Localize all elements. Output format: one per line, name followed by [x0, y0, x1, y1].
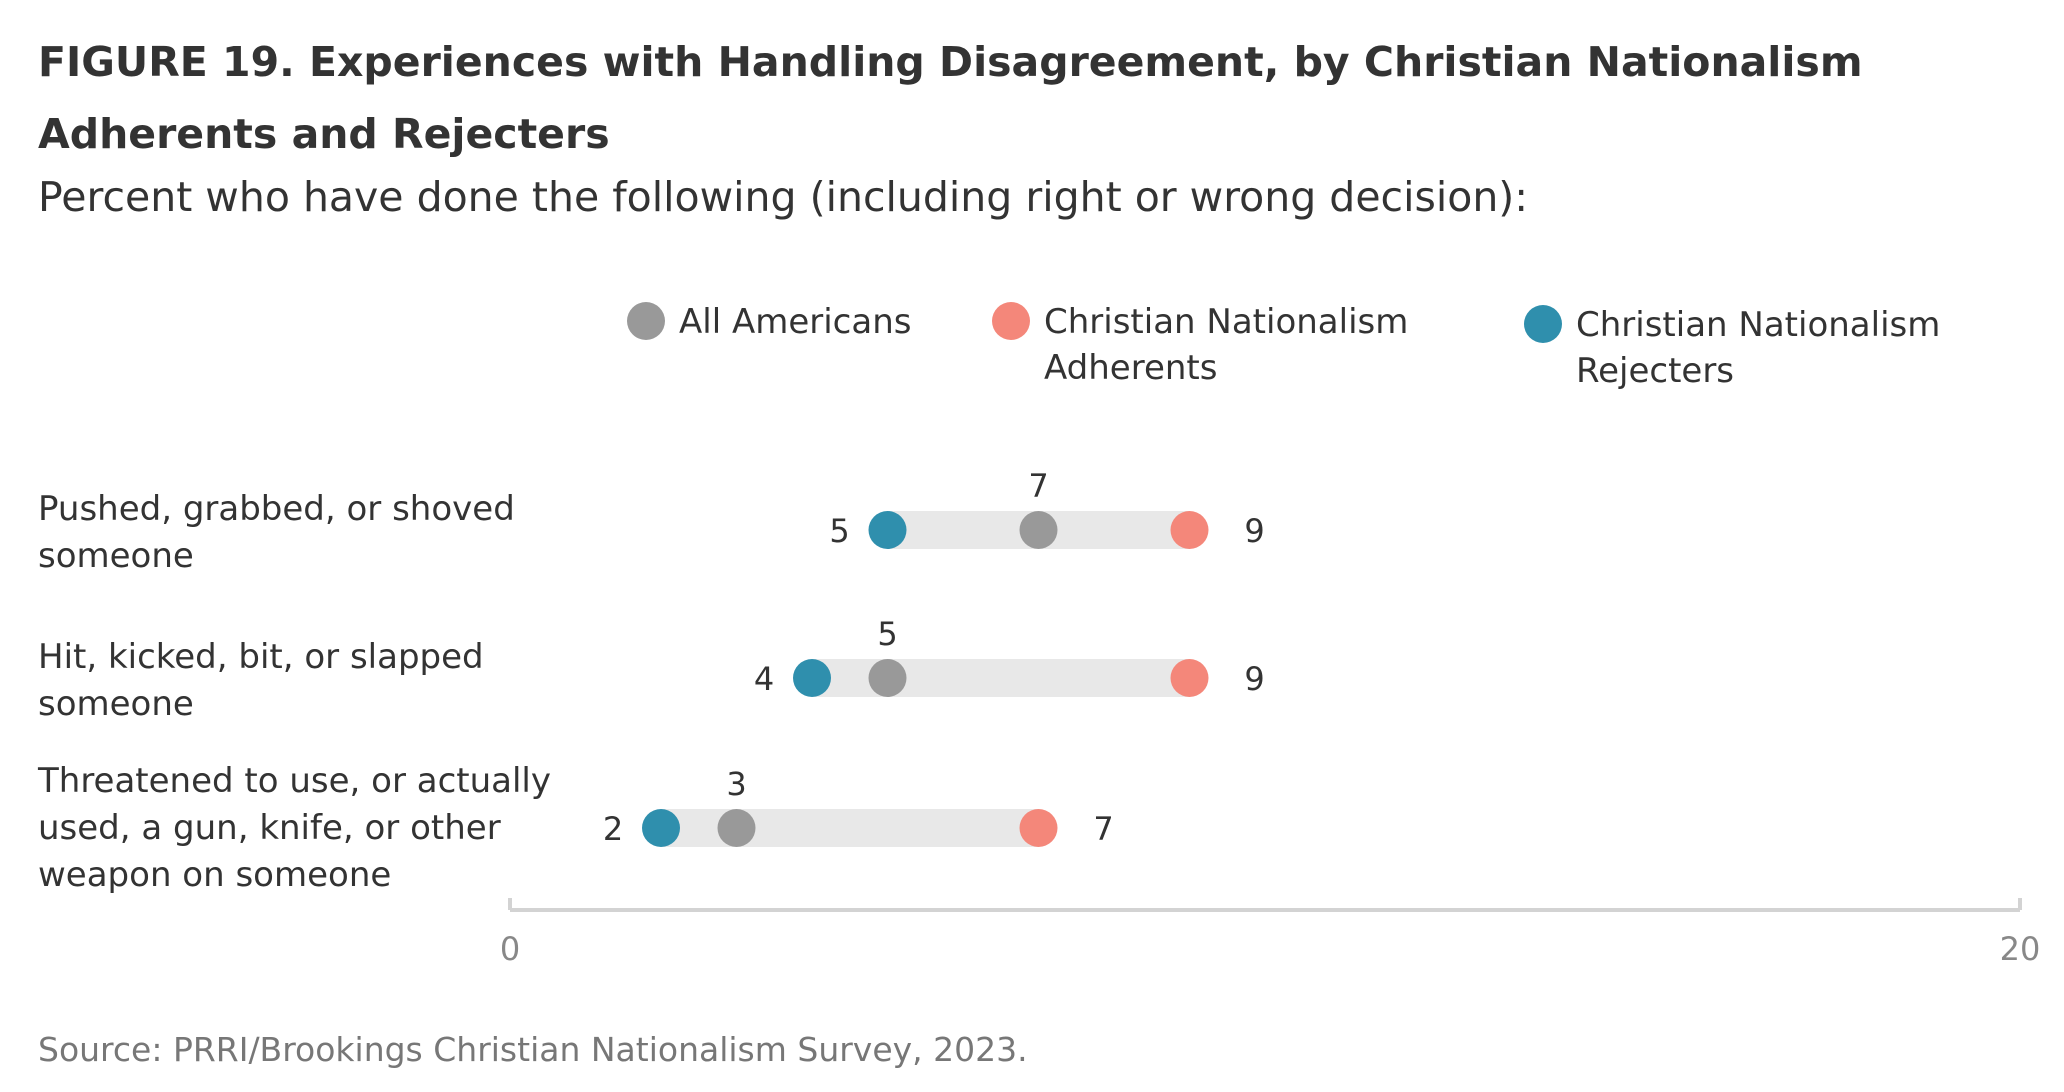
- dot-all-americans: [1019, 511, 1058, 549]
- value-label-all-americans: 7: [1028, 467, 1048, 505]
- x-axis: 0 20: [500, 898, 2041, 968]
- chart-subtitle: Percent who have done the following (inc…: [38, 173, 1529, 221]
- x-tick-label: 20: [2000, 930, 2041, 968]
- dot-all-americans: [717, 809, 756, 847]
- chart-title: FIGURE 19. Experiences with Handling Dis…: [38, 38, 1863, 158]
- category-labels: Pushed, grabbed, or shoved someone Hit, ki…: [37, 489, 551, 895]
- category-label: Hit, kicked, bit, or slapped someone: [38, 637, 484, 724]
- legend-label: Christian Nationalism Adherents: [1044, 302, 1408, 388]
- category-label: Pushed, grabbed, or shoved someone: [38, 489, 515, 576]
- plot-area: 7 5 9 5 4 9 3 2 7: [603, 467, 1265, 848]
- category-label: Threatened to use, or actually used, a gu…: [37, 761, 551, 895]
- legend-marker: [992, 302, 1030, 340]
- dot-all-americans: [868, 659, 907, 697]
- legend-marker: [627, 302, 665, 340]
- source-note: Source: PRRI/Brookings Christian Nationa…: [38, 1030, 1028, 1069]
- value-label-rejecters: 5: [829, 512, 849, 550]
- legend: All Americans Christian Nationalism Adhere…: [627, 302, 1940, 391]
- value-label-adherents: 7: [1093, 810, 1113, 848]
- legend-label: Christian Nationalism Rejecters: [1576, 305, 1940, 391]
- x-tick-label: 0: [500, 930, 520, 968]
- value-label-all-americans: 5: [877, 615, 897, 653]
- legend-marker: [1524, 305, 1562, 343]
- dot-rejecters: [793, 659, 831, 697]
- dot-adherents: [1019, 809, 1058, 847]
- dot-adherents: [1170, 511, 1209, 549]
- dot-adherents: [1170, 659, 1209, 697]
- dot-rejecters: [642, 809, 680, 847]
- dot-plot-chart: All Americans Christian Nationalism Adhere…: [37, 302, 2041, 968]
- dot-rejecters: [868, 511, 907, 549]
- value-label-rejecters: 2: [603, 810, 623, 848]
- value-label-all-americans: 3: [726, 765, 746, 803]
- value-label-rejecters: 4: [754, 660, 774, 698]
- value-label-adherents: 9: [1244, 660, 1264, 698]
- value-label-adherents: 9: [1244, 512, 1264, 550]
- legend-label: All Americans: [679, 302, 911, 342]
